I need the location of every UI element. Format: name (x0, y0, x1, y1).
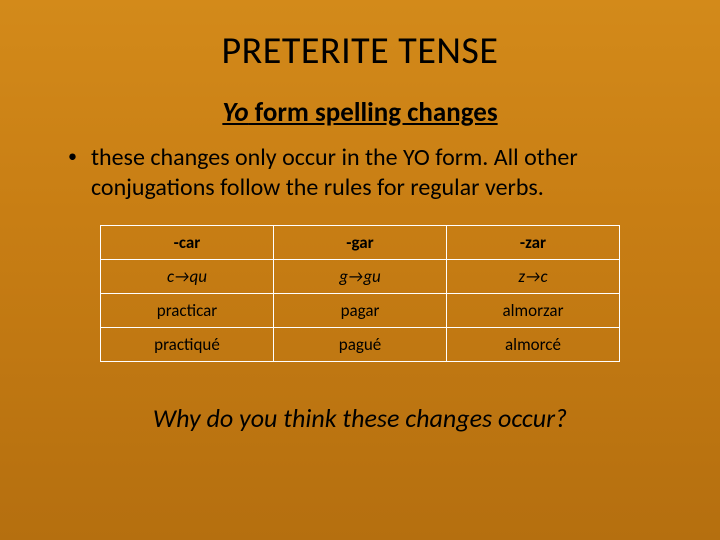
bullet-item: • these changes only occur in the YO for… (68, 143, 668, 203)
table-cell: pagar (274, 294, 447, 328)
slide-title: PRETERITE TENSE (40, 28, 680, 74)
table-cell: practiqué (101, 328, 274, 362)
table-cell: pagué (274, 328, 447, 362)
table-header-cell: -gar (274, 226, 447, 260)
slide: PRETERITE TENSE Yo form spelling changes… (0, 0, 720, 540)
spelling-changes-table: -car -gar -zar c→qu g→gu z→c practicar p… (100, 225, 620, 362)
table-header-cell: -zar (447, 226, 620, 260)
table-row: c→qu g→gu z→c (101, 260, 620, 294)
table-row: -car -gar -zar (101, 226, 620, 260)
bullet-dot-icon: • (68, 145, 77, 168)
table-container: -car -gar -zar c→qu g→gu z→c practicar p… (40, 225, 680, 362)
table-header-cell: -car (101, 226, 274, 260)
subtitle-rest: form spelling changes (249, 96, 498, 129)
table-cell: c→qu (101, 260, 274, 294)
subtitle-italic: Yo (222, 96, 248, 129)
slide-subtitle: Yo form spelling changes (40, 96, 680, 129)
table-row: practicar pagar almorzar (101, 294, 620, 328)
table-cell: almorcé (447, 328, 620, 362)
table-row: practiqué pagué almorcé (101, 328, 620, 362)
bullet-text: these changes only occur in the YO form.… (91, 143, 668, 203)
table-cell: g→gu (274, 260, 447, 294)
closing-question: Why do you think these changes occur? (40, 402, 680, 434)
table-cell: practicar (101, 294, 274, 328)
table-cell: almorzar (447, 294, 620, 328)
bullet-list: • these changes only occur in the YO for… (40, 143, 680, 203)
table-cell: z→c (447, 260, 620, 294)
